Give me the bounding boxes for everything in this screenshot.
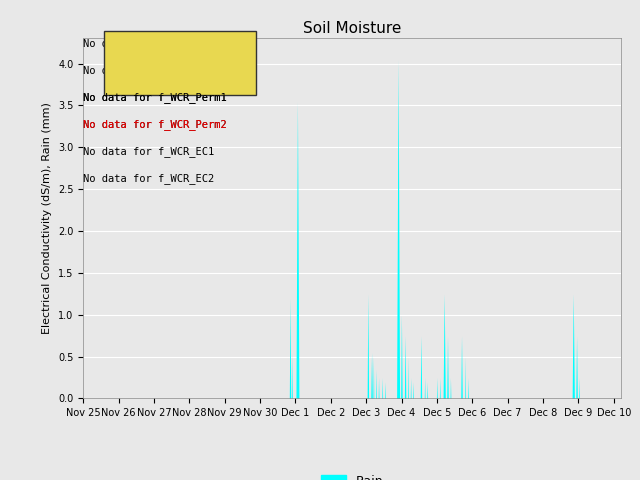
Text: No data for f_WCR_EC2: No data for f_WCR_EC2 xyxy=(83,173,214,184)
Text: No data for f_WCR_VWC2: No data for f_WCR_VWC2 xyxy=(83,65,221,76)
Text: No data for f_WCR_Perm1: No data for f_WCR_Perm1 xyxy=(83,92,227,103)
Title: Soil Moisture: Soil Moisture xyxy=(303,21,401,36)
FancyBboxPatch shape xyxy=(104,31,256,95)
Text: No data for f_WCR_EC1: No data for f_WCR_EC1 xyxy=(83,146,214,157)
Y-axis label: Electrical Conductivity (dS/m), Rain (mm): Electrical Conductivity (dS/m), Rain (mm… xyxy=(42,102,52,335)
Text: No data for f_WCR_Perm1: No data for f_WCR_Perm1 xyxy=(83,92,227,103)
Legend: Rain: Rain xyxy=(316,470,388,480)
Text: No data for f_WCR_Perm2: No data for f_WCR_Perm2 xyxy=(83,120,227,130)
Text: No data for f_WCR_VMC1: No data for f_WCR_VMC1 xyxy=(83,38,221,49)
Text: No data for f_WCR_Perm2: No data for f_WCR_Perm2 xyxy=(83,120,227,130)
